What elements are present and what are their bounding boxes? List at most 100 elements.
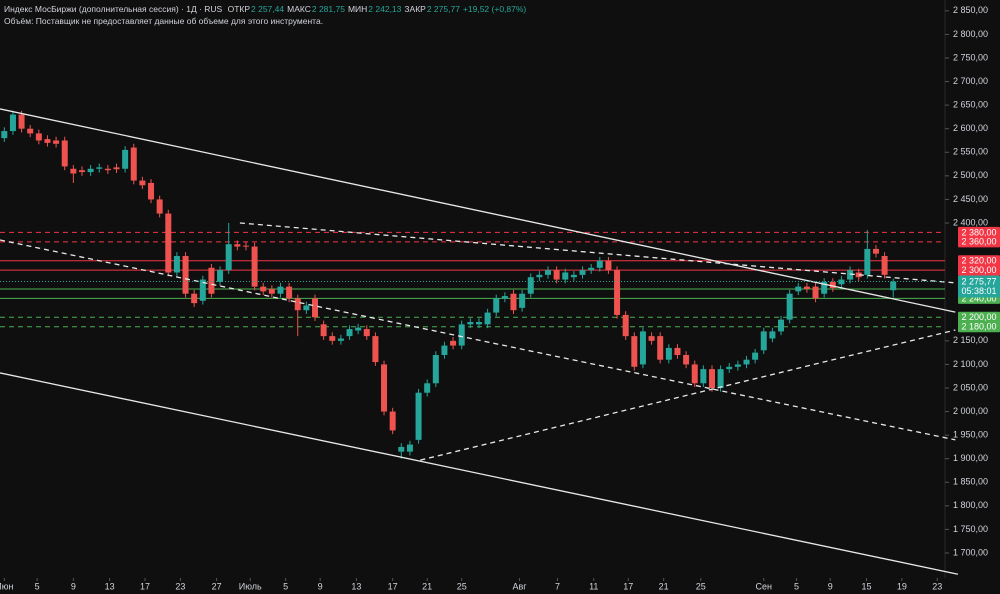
candle-body xyxy=(890,281,897,291)
price-badge-label: 2 300,00 xyxy=(961,265,996,275)
candle-body xyxy=(208,267,215,294)
candle-body xyxy=(484,312,491,325)
candle-body xyxy=(398,446,405,452)
candle-body xyxy=(234,244,241,247)
candle-body xyxy=(424,383,431,393)
y-tick-label: 2 650,00 xyxy=(953,100,988,110)
y-tick-label: 2 100,00 xyxy=(953,359,988,369)
ohlc-value: 2 281,75 xyxy=(311,4,345,14)
trendline xyxy=(0,372,959,575)
candle-body xyxy=(182,255,189,294)
candle-body xyxy=(268,288,275,294)
candle-body xyxy=(78,170,85,173)
x-tick-label: Сен xyxy=(756,581,773,591)
x-tick-label: Июн xyxy=(0,581,13,591)
candle-body xyxy=(53,140,60,144)
candle-body xyxy=(769,331,776,339)
y-tick-label: 1 850,00 xyxy=(953,477,988,487)
candle-body xyxy=(596,260,603,268)
candle-body xyxy=(329,336,336,341)
price-badge-label: 2 380,00 xyxy=(961,227,996,237)
candle-body xyxy=(458,324,465,346)
x-tick-label: 5 xyxy=(794,581,799,591)
candle-body xyxy=(665,347,672,360)
candle-body xyxy=(639,331,646,365)
y-tick-label: 2 600,00 xyxy=(953,123,988,133)
candle-body xyxy=(294,298,301,311)
candle-body xyxy=(156,199,163,214)
candle-body xyxy=(562,272,569,280)
x-tick-label: 17 xyxy=(140,581,150,591)
x-tick-label: 5 xyxy=(35,581,40,591)
candle-body xyxy=(881,255,888,275)
candle-body xyxy=(277,286,284,294)
y-tick-label: 2 750,00 xyxy=(953,52,988,62)
y-tick-label: 2 150,00 xyxy=(953,335,988,345)
x-tick-label: 11 xyxy=(589,581,598,591)
candle-body xyxy=(104,168,111,171)
candle-body xyxy=(225,244,232,271)
last-price-badge xyxy=(958,275,1000,298)
x-tick-label: 13 xyxy=(351,581,361,591)
price-badge-label: 2 320,00 xyxy=(961,256,996,266)
trendline xyxy=(0,108,956,313)
x-tick-label: 5 xyxy=(283,581,288,591)
x-tick-label: 17 xyxy=(388,581,398,591)
candle-body xyxy=(588,267,595,271)
candle-body xyxy=(631,336,638,367)
candle-body xyxy=(173,255,180,273)
candle-body xyxy=(337,338,344,341)
price-badge xyxy=(958,226,1000,238)
candle-body xyxy=(389,411,396,431)
candle-body xyxy=(260,286,267,292)
price-badge-label: 2 180,00 xyxy=(961,322,996,332)
candle-body xyxy=(87,168,94,173)
y-tick-label: 1 900,00 xyxy=(953,453,988,463)
candle-body xyxy=(381,364,388,412)
x-tick-label: Июль xyxy=(239,581,262,591)
candle-body xyxy=(432,354,439,384)
candle-body xyxy=(872,248,879,254)
candle-body xyxy=(778,319,785,332)
candle-body xyxy=(726,366,733,370)
candle-body xyxy=(475,321,482,325)
candle-body xyxy=(760,331,767,351)
x-tick-label: 23 xyxy=(932,581,942,591)
candle-body xyxy=(510,293,517,311)
candle-body xyxy=(700,369,707,384)
y-tick-label: 2 050,00 xyxy=(953,382,988,392)
price-badge xyxy=(958,255,1000,267)
last-price-label: 2 275,77 xyxy=(961,276,996,286)
ohlc-label: ЗАКР xyxy=(404,4,426,14)
price-badge xyxy=(958,236,1000,248)
candle-body xyxy=(286,286,293,299)
candle-body xyxy=(165,213,172,273)
y-tick-label: 2 450,00 xyxy=(953,194,988,204)
y-tick-label: 2 800,00 xyxy=(953,29,988,39)
candle-body xyxy=(113,167,120,170)
candle-body xyxy=(312,298,318,318)
candle-body xyxy=(303,305,310,311)
ohlc-value: 2 257,44 xyxy=(251,4,285,14)
candle-body xyxy=(217,270,224,282)
x-tick-label: 21 xyxy=(659,581,669,591)
x-tick-label: 7 xyxy=(555,581,560,591)
candle-body xyxy=(786,293,793,320)
candle-body xyxy=(614,270,621,315)
trendline xyxy=(239,222,956,284)
candle-body xyxy=(9,114,16,132)
x-tick-label: 9 xyxy=(318,581,323,591)
candle-body xyxy=(717,369,724,388)
x-tick-label: 17 xyxy=(623,581,633,591)
candle-body xyxy=(139,180,146,186)
trendline xyxy=(420,329,956,461)
candle-body xyxy=(812,286,819,299)
price-badge xyxy=(958,321,1000,333)
candle-body xyxy=(441,345,448,355)
ohlc-label: ОТКР xyxy=(227,4,251,14)
y-tick-label: 2 500,00 xyxy=(953,170,988,180)
header-line: Объём: Поставщик не предоставляет данные… xyxy=(4,15,529,27)
candle-body xyxy=(579,270,586,275)
x-tick-label: 23 xyxy=(175,581,185,591)
